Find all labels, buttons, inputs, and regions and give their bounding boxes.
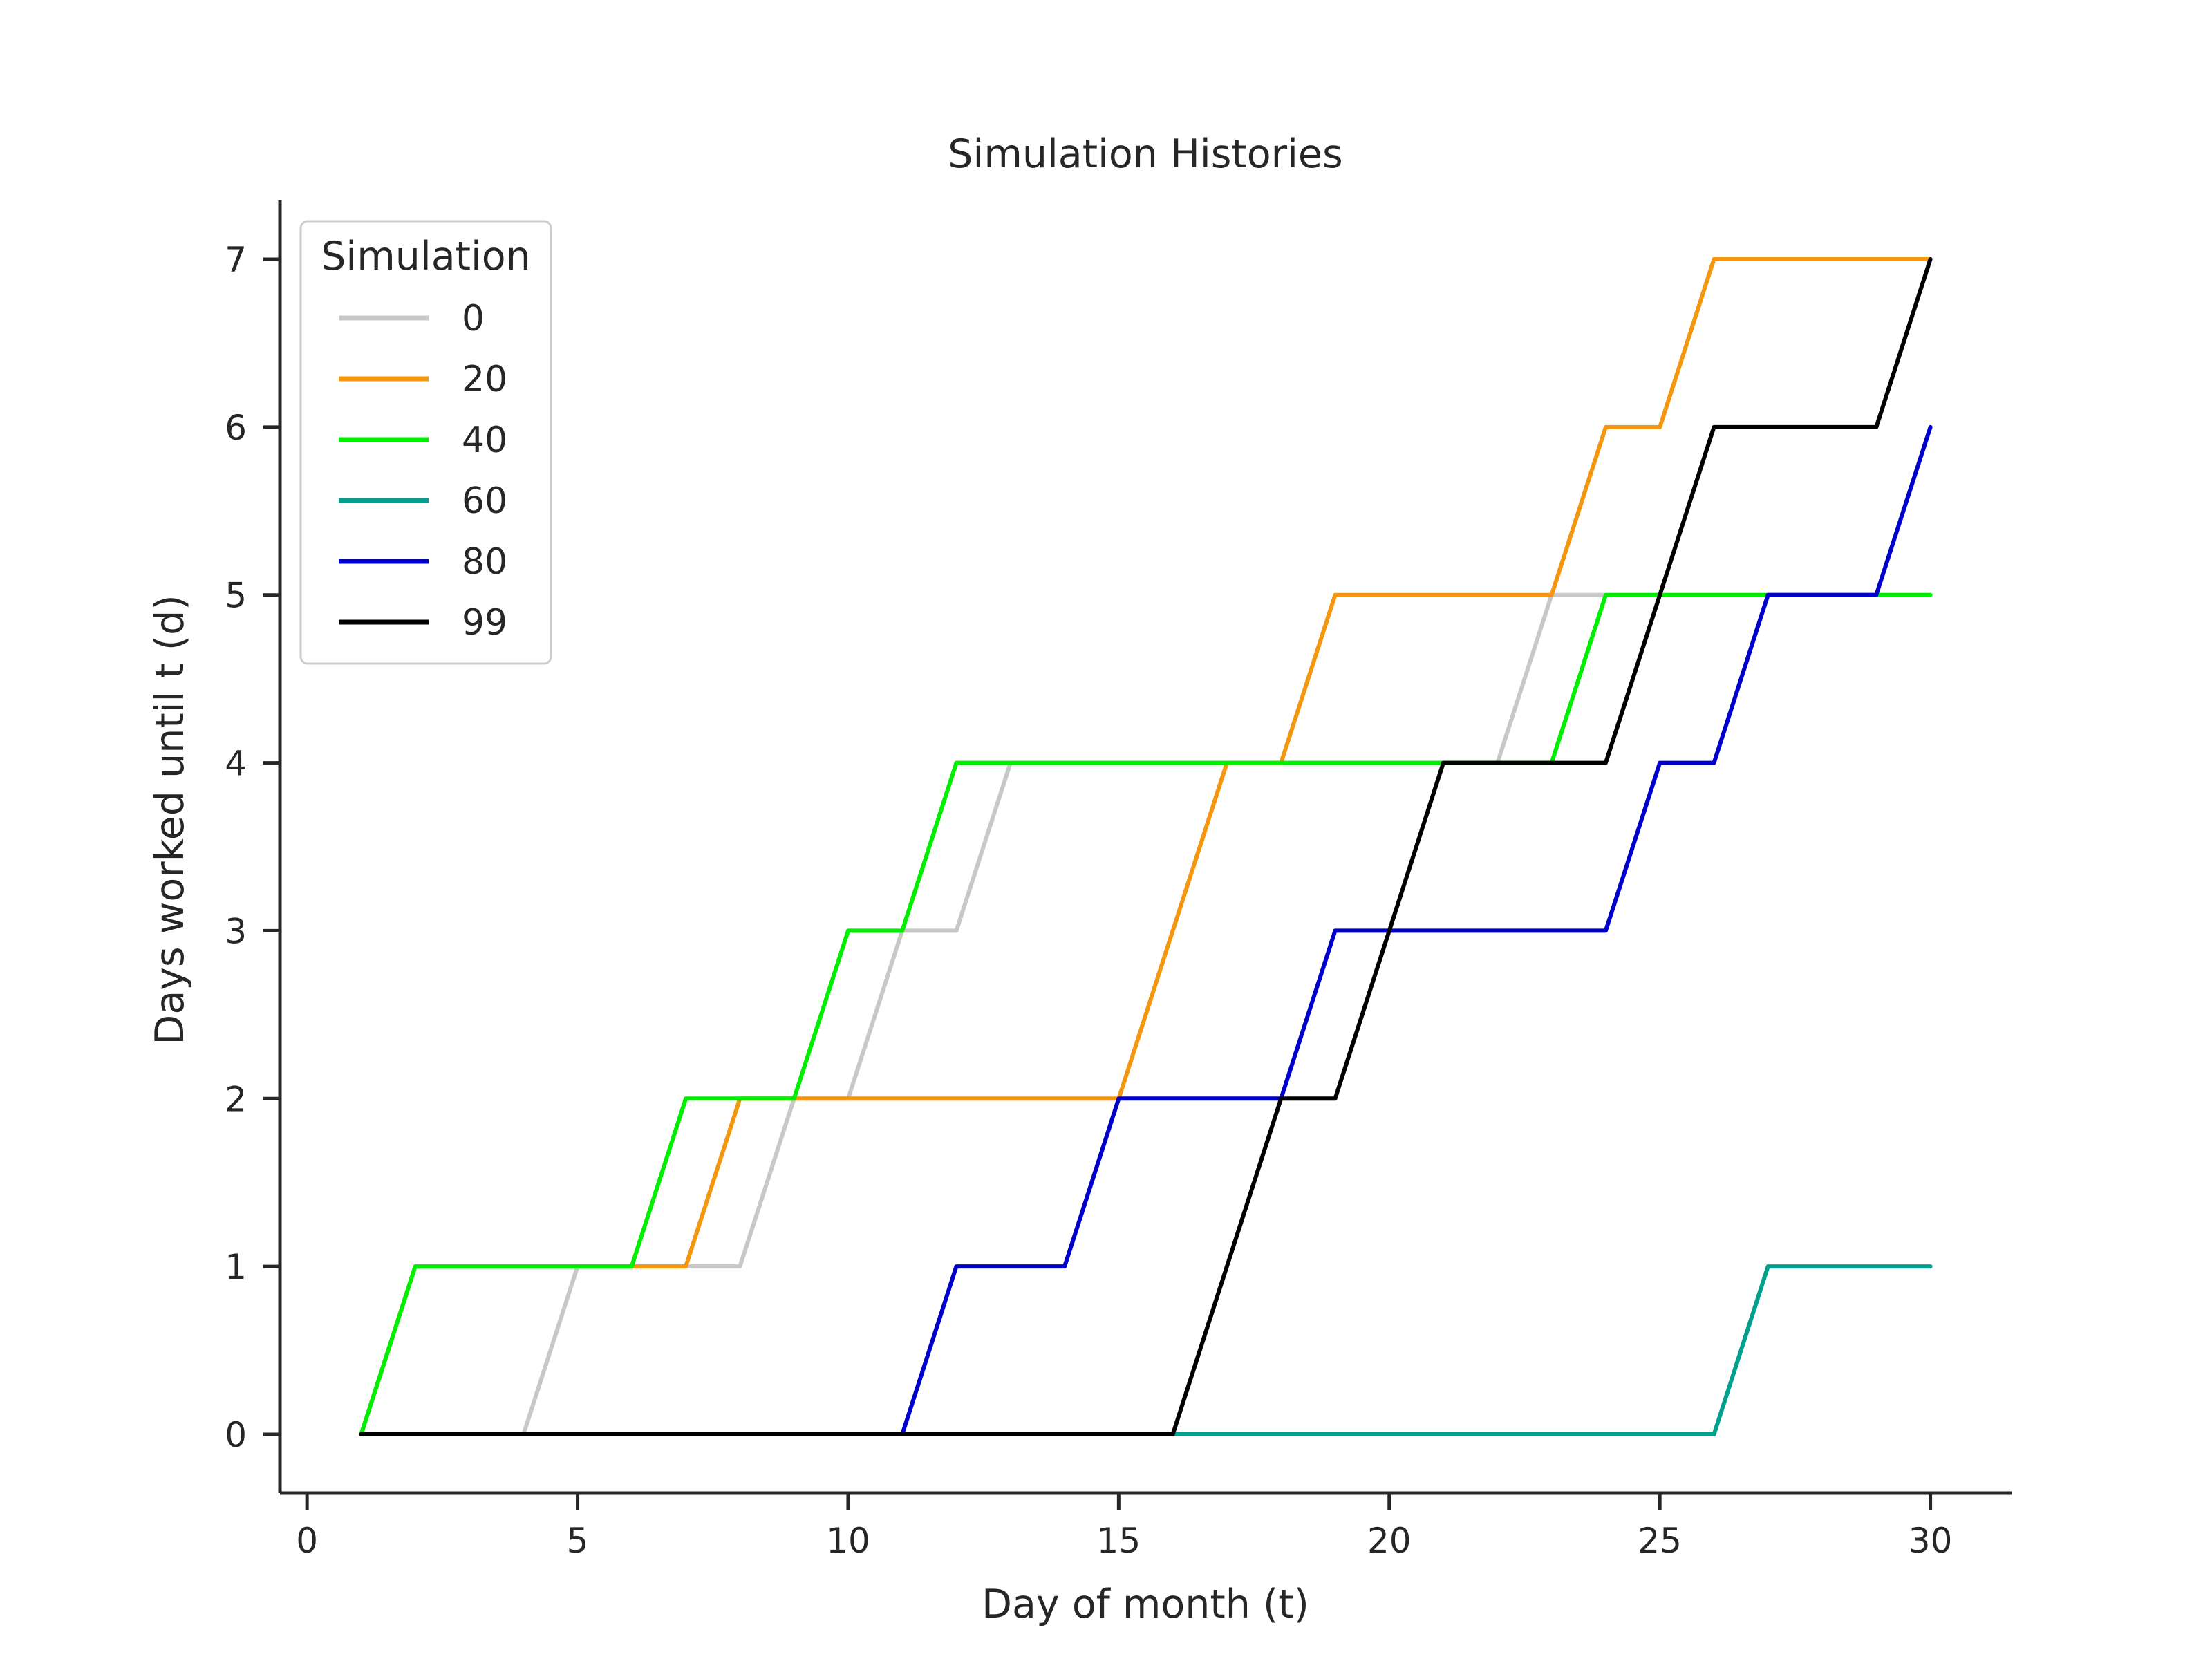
y-tick-label-1: 1 — [225, 1247, 247, 1287]
y-tick-label-7: 7 — [225, 240, 247, 280]
y-tick-label-3: 3 — [225, 911, 247, 951]
x-tick-label-25: 25 — [1638, 1521, 1682, 1561]
x-tick-label-30: 30 — [1909, 1521, 1953, 1561]
x-tick-label-15: 15 — [1097, 1521, 1141, 1561]
y-tick-label-2: 2 — [225, 1079, 247, 1119]
x-tick-label-10: 10 — [826, 1521, 870, 1561]
y-tick-label-4: 4 — [225, 744, 247, 784]
legend-frame — [299, 220, 552, 665]
x-tick-label-20: 20 — [1367, 1521, 1412, 1561]
y-tick-label-5: 5 — [225, 576, 247, 616]
legend-label-0: 0 — [462, 298, 485, 339]
y-axis-label: Days worked until t (d) — [147, 594, 193, 1044]
legend-title: Simulation — [321, 234, 531, 279]
x-tick-label-5: 5 — [567, 1521, 589, 1561]
y-axis: 0 1 2 3 4 5 6 7 — [225, 200, 282, 1493]
chart-title: Simulation Histories — [948, 131, 1342, 177]
y-tick-label-0: 0 — [225, 1415, 247, 1455]
legend: Simulation 0 20 40 60 80 99 — [299, 220, 552, 665]
series-line-40 — [359, 592, 1933, 1436]
legend-label-60: 60 — [462, 480, 507, 522]
legend-label-99: 99 — [462, 602, 507, 644]
legend-label-20: 20 — [462, 359, 507, 400]
x-tick-label-0: 0 — [296, 1521, 318, 1561]
plot-area — [359, 257, 1933, 1436]
y-tick-label-6: 6 — [225, 408, 247, 448]
series-line-99 — [359, 257, 1933, 1436]
legend-label-40: 40 — [462, 420, 507, 461]
legend-label-80: 80 — [462, 541, 507, 583]
x-axis: 0 5 10 15 20 25 30 — [280, 1491, 2012, 1561]
x-axis-label: Day of month (t) — [982, 1582, 1309, 1627]
